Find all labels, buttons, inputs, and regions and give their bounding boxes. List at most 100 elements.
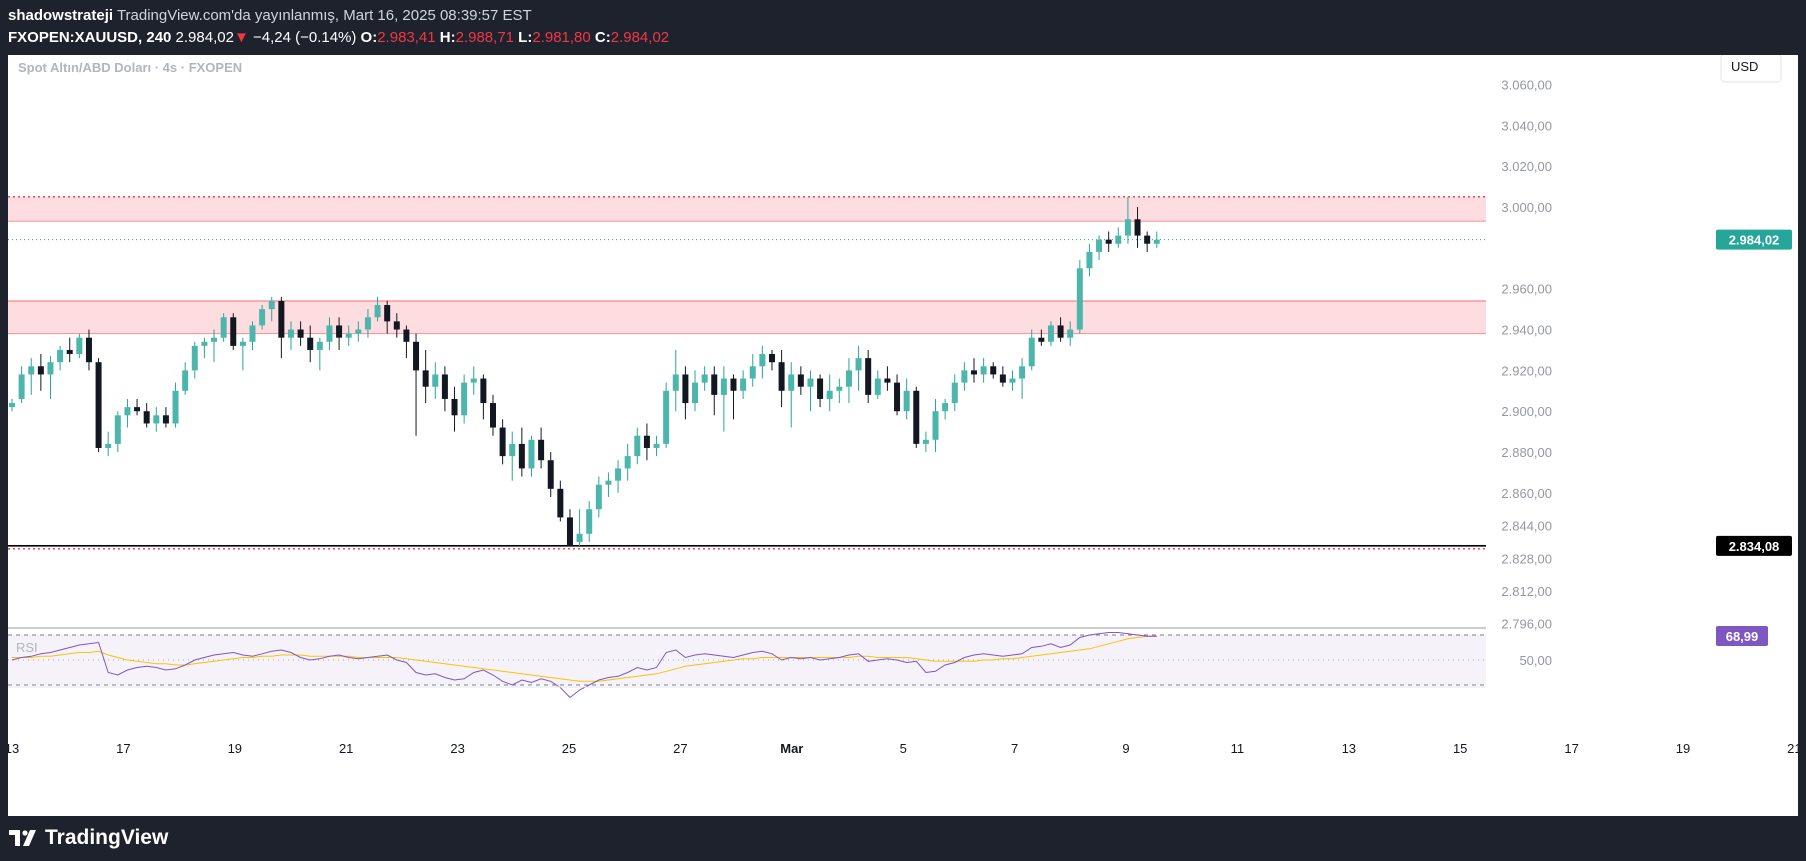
currency-button-label: USD [1731, 59, 1758, 74]
candle-body [807, 378, 814, 387]
price-chart[interactable]: 3.060,00 3.040,00 3.020,00 3.000,00 2.960,00… [8, 55, 1798, 816]
y-tick-label: 2.940,00 [1501, 323, 1552, 338]
candle-body [287, 329, 294, 338]
candle-body [1105, 239, 1112, 244]
candle-body [470, 378, 477, 383]
y-tick-label: 2.812,00 [1501, 584, 1552, 599]
candle-body [297, 329, 304, 338]
publish-info: TradingView.com'da yayınlanmış, Mart 16,… [116, 7, 532, 24]
candle-body [162, 415, 169, 424]
candle-body [692, 382, 699, 404]
currency-button-box [1720, 55, 1782, 83]
candle-body [557, 488, 564, 518]
footer: TradingView [0, 816, 1806, 861]
candle-body [316, 341, 323, 350]
candle-body [336, 325, 343, 338]
low-value: 2.981,80 [532, 29, 591, 46]
candle-body [701, 374, 708, 383]
y-tick-label: 2.960,00 [1501, 282, 1552, 297]
candle-body [615, 468, 622, 481]
candle-body [153, 415, 160, 424]
candle-body [730, 378, 737, 391]
candle-body [9, 403, 15, 408]
candle-body [1019, 366, 1026, 379]
x-tick-label: 17 [1564, 741, 1578, 756]
candle-body [364, 317, 371, 330]
currency-button[interactable]: USD [1720, 55, 1782, 83]
candle-body [1086, 251, 1093, 269]
candle-body [605, 480, 612, 485]
candle-body [643, 435, 650, 448]
candle-body [105, 443, 112, 448]
brand-label: TradingView [45, 826, 169, 849]
y-tick-label: 2.920,00 [1501, 363, 1552, 378]
candle-body [817, 378, 824, 399]
candle-body [778, 362, 785, 391]
candle-body [1038, 337, 1045, 342]
y-tick-label: 2.860,00 [1501, 486, 1552, 501]
chart-title: Spot Altın/ABD Doları · 4s · FXOPEN [18, 60, 242, 75]
chart-area[interactable]: 3.060,00 3.040,00 3.020,00 3.000,00 2.960,00… [8, 55, 1798, 816]
publish-line: shadowstrateji TradingView.com'da yayınl… [8, 7, 532, 24]
price-tag-label: 2.984,02 [1729, 233, 1780, 248]
candle-body [1076, 268, 1083, 330]
candle-body [903, 390, 910, 412]
candle-body [393, 321, 400, 330]
candle-body [480, 378, 487, 404]
ohlc-line: FXOPEN:XAUUSD, 240 2.984,02▼ −4,24 (−0.1… [8, 29, 669, 46]
candle-body [971, 370, 977, 375]
candle-body [634, 435, 641, 457]
candle-body [191, 345, 198, 371]
candle-body [595, 484, 602, 510]
candle-body [76, 337, 83, 355]
support-tag-label: 2.834,08 [1729, 539, 1780, 554]
candle-body [403, 329, 410, 342]
candle-body [990, 366, 997, 375]
tradingview-logo-icon [9, 830, 36, 846]
candle-body [95, 362, 102, 448]
candle-body [37, 366, 44, 375]
candle-body [432, 374, 439, 387]
y-tick-label: 3.000,00 [1501, 200, 1552, 215]
candle-body [1009, 378, 1016, 383]
candle-body [278, 300, 285, 338]
rsi-tick-label: 50,00 [1519, 653, 1552, 668]
rsi-label: RSI [16, 640, 38, 655]
candle-body [566, 517, 573, 546]
candle-body [47, 362, 54, 375]
rsi-ma-line [12, 635, 1157, 682]
candle-body [259, 309, 266, 326]
y-tick-label: 3.040,00 [1501, 118, 1552, 133]
candle-body [913, 390, 920, 444]
candle-body [942, 403, 949, 412]
x-tick-label: 19 [228, 741, 242, 756]
candle-body [1028, 337, 1035, 367]
candle-body [865, 358, 872, 395]
candle-body [85, 337, 92, 363]
candle-body [28, 366, 35, 375]
candle-body [797, 374, 804, 387]
candle-body [586, 509, 593, 534]
candle-body [740, 378, 747, 391]
candle-body [528, 439, 535, 469]
y-tick-label: 2.844,00 [1501, 519, 1552, 534]
candle-body [499, 427, 506, 457]
candle-body [307, 337, 314, 350]
candle-body [441, 374, 448, 399]
low-label: L: [518, 29, 533, 46]
candle-body [374, 305, 381, 318]
author-name[interactable]: shadowstrateji [8, 7, 114, 24]
candle-body [1153, 239, 1160, 244]
candle-body [1115, 235, 1122, 244]
candle-body [66, 349, 73, 355]
candle-body [894, 382, 901, 412]
close-value: 2.984,02 [610, 29, 670, 46]
x-tick-label: 11 [1231, 741, 1245, 756]
tradingview-logo[interactable]: TradingView [9, 826, 168, 850]
candle-body [1144, 235, 1151, 244]
x-tick-label: 13 [8, 741, 19, 756]
candle-body [239, 341, 246, 346]
candle-body [749, 366, 756, 379]
symbol-label: FXOPEN:XAUUSD, 240 [8, 29, 172, 46]
candle-body [961, 370, 968, 383]
